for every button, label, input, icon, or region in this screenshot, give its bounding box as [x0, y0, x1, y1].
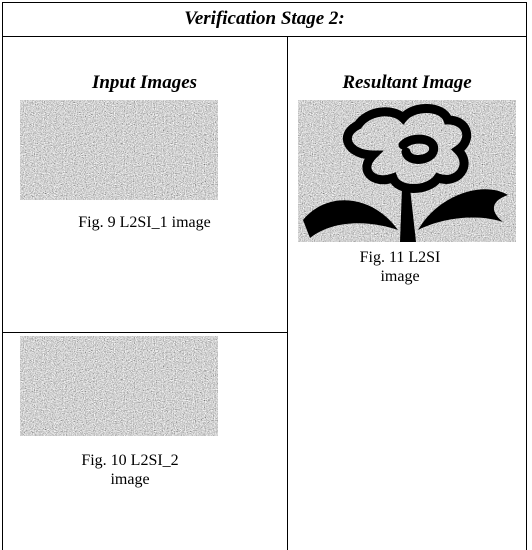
caption-line: image — [110, 471, 150, 488]
input-image — [20, 100, 218, 200]
caption-line: Fig. 9 L2SI_1 image — [78, 214, 211, 231]
caption: Fig. 9 L2SI_1 image — [2, 213, 287, 232]
input-image — [20, 336, 218, 436]
caption-line: Fig. 11 L2SI — [359, 249, 441, 266]
column-header: Input Images — [91, 72, 198, 93]
column-header: Resultant Image — [342, 72, 472, 93]
border — [2, 2, 527, 3]
caption-line: Fig. 10 L2SI_2 — [81, 452, 179, 469]
border — [2, 332, 288, 333]
resultant-image — [298, 100, 516, 242]
border — [287, 36, 288, 550]
caption: Fig. 11 L2SI image — [300, 248, 500, 286]
border — [2, 36, 527, 37]
border — [526, 2, 527, 550]
border — [2, 2, 3, 550]
title: Verification Stage 2: — [184, 8, 345, 29]
caption-line: image — [380, 268, 420, 285]
